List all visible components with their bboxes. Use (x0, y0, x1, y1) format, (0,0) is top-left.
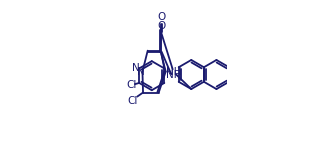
Text: O: O (157, 12, 165, 22)
Text: N: N (137, 67, 144, 77)
Text: NH: NH (166, 67, 182, 77)
Text: N: N (132, 63, 140, 73)
Text: NH: NH (166, 69, 181, 80)
Text: Cl: Cl (127, 96, 138, 106)
Text: Cl: Cl (126, 80, 137, 90)
Text: O: O (157, 21, 165, 31)
